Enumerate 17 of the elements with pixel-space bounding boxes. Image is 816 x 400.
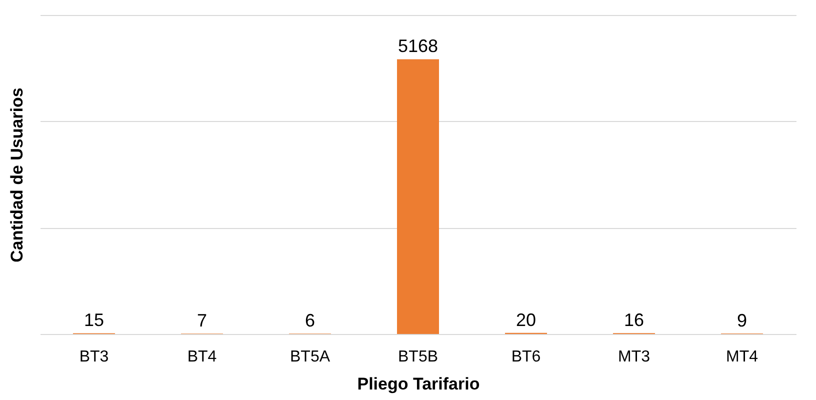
data-label: 16 xyxy=(624,310,644,330)
x-tick-label: BT6 xyxy=(511,348,541,366)
x-axis-title: Pliego Tarifario xyxy=(357,374,480,394)
y-axis-title: Cantidad de Usuarios xyxy=(8,88,26,262)
x-tick-label: MT4 xyxy=(726,348,758,366)
data-label: 9 xyxy=(736,310,748,331)
x-tick-label: MT3 xyxy=(618,348,650,366)
bar xyxy=(397,59,439,334)
x-tick-label: BT3 xyxy=(79,348,109,366)
data-label: 15 xyxy=(84,310,104,330)
x-tick-label: BT5A xyxy=(290,348,330,366)
data-label: 6 xyxy=(304,310,316,331)
x-tick-label: BT5B xyxy=(398,348,438,366)
data-label: 7 xyxy=(196,310,208,331)
x-tick-label: BT4 xyxy=(187,348,217,366)
data-label: 5168 xyxy=(398,36,438,56)
data-label: 20 xyxy=(516,310,536,330)
